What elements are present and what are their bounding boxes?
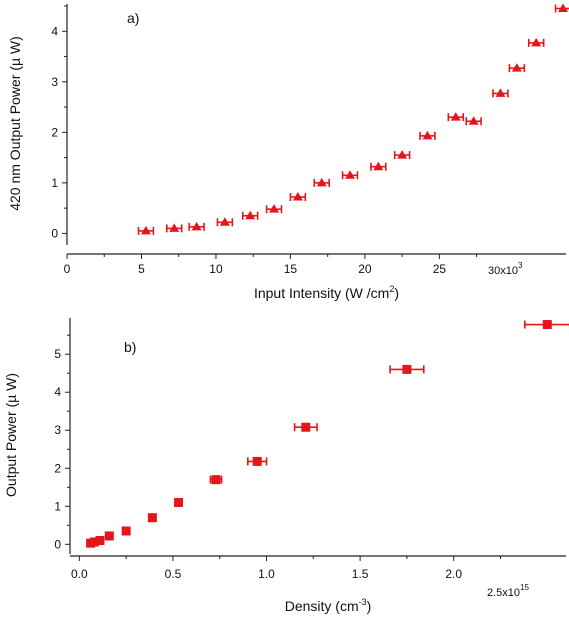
data-point [495, 88, 506, 97]
data-point [95, 535, 105, 545]
data-point [373, 161, 384, 171]
data-point [104, 531, 114, 541]
y-tick-label: 1 [54, 499, 61, 513]
data-point [345, 170, 356, 179]
y-tick-label: 1 [51, 176, 58, 190]
x-tick-label: 20 [358, 262, 372, 276]
data-point [89, 537, 99, 547]
data-point [219, 217, 230, 226]
x-tick-label: 0 [64, 262, 71, 276]
x-multiplier-exponent: 15 [520, 583, 529, 592]
y-tick-label: 5 [54, 347, 61, 361]
data-point [511, 63, 522, 72]
data-point [292, 192, 303, 201]
x-axis-title-text: Input Intensity (W /cm [254, 285, 389, 301]
x-axis-title-sup: 2 [389, 284, 394, 294]
x-axis-title-end: ) [394, 285, 399, 301]
data-point [402, 364, 412, 374]
data-point [245, 210, 256, 220]
data-point [422, 130, 433, 140]
data-point [269, 204, 280, 213]
data-point [211, 475, 221, 485]
data-point [316, 177, 327, 187]
data-point [169, 223, 180, 232]
y-axis-title: Output Power (µ W) [3, 373, 19, 497]
y-tick-label: 2 [51, 125, 58, 139]
x-axis-title-text: Density (cm [285, 598, 359, 614]
y-tick-label: 0 [54, 537, 61, 551]
x-axis-title-end: ) [367, 598, 372, 614]
y-tick-label: 2 [54, 461, 61, 475]
panel-label: b) [124, 339, 136, 355]
y-tick-label: 3 [54, 423, 61, 437]
x-multiplier-exponent: 3 [518, 261, 523, 270]
panel-label: a) [127, 10, 139, 26]
data-point [558, 3, 569, 13]
x-multiplier-base: 30x10 [488, 265, 518, 277]
data-point [397, 150, 408, 159]
data-point [252, 456, 262, 466]
x-multiplier-label: 30x103 [488, 261, 523, 277]
x-tick-label: 1.5 [352, 567, 369, 581]
data-point [121, 526, 131, 536]
data-point [542, 320, 552, 330]
y-tick-label: 4 [54, 385, 61, 399]
x-multiplier-base: 2.5x10 [487, 587, 520, 599]
data-point [191, 221, 202, 231]
x-multiplier-label: 2.5x1015 [487, 583, 529, 599]
x-tick-label: 10 [209, 262, 223, 276]
y-tick-label: 3 [51, 75, 58, 89]
data-point [174, 497, 184, 507]
x-axis-title: Density (cm-3) [285, 597, 372, 614]
x-tick-label: 2.0 [445, 567, 462, 581]
data-point [301, 422, 311, 432]
data-point [450, 112, 461, 121]
data-point [147, 513, 157, 523]
x-tick-label: 0.5 [165, 567, 182, 581]
x-tick-label: 0.0 [71, 567, 88, 581]
y-axis-title: 420 nm Output Power (µ W) [7, 36, 23, 211]
x-axis-title-sup: -3 [359, 597, 367, 607]
y-tick-label: 0 [51, 226, 58, 240]
data-point [531, 37, 542, 47]
x-tick-label: 1.0 [258, 567, 275, 581]
panel-b: 0 1 2 3 4 5 0.0 0.5 1.0 1.5 2.0 2.5x1015 Density (cm… [3, 318, 569, 614]
data-point [468, 116, 479, 125]
x-tick-label: 5 [138, 262, 145, 276]
x-tick-label: 25 [433, 262, 447, 276]
data-point [140, 225, 151, 235]
y-tick-label: 4 [51, 24, 58, 38]
x-axis-title: Input Intensity (W /cm2) [254, 284, 399, 301]
x-tick-label: 15 [284, 262, 298, 276]
